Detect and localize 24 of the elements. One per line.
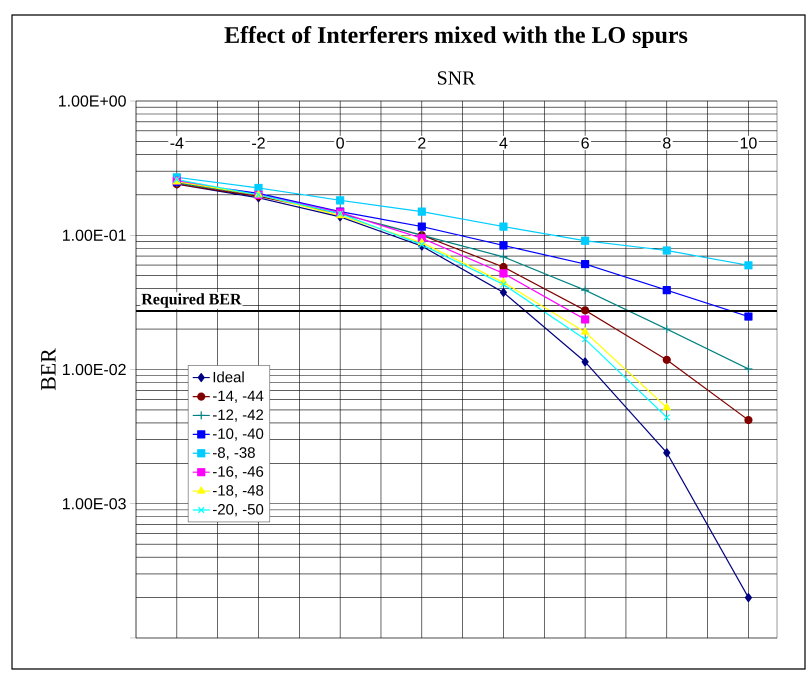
legend-label: -12, -42 [212,409,264,422]
ref-line-label: Required BER [142,293,242,308]
legend-label: -16, -46 [212,466,264,479]
y-tick-label: 1.00E-02 [63,364,126,376]
chart-title: Effect of Interferers mixed with the LO spurs [224,26,688,48]
x-tick-label: 2 [418,137,426,149]
x-tick-label: 8 [663,137,671,149]
legend-label: -20, -50 [212,504,264,516]
x-tick-label: 6 [582,137,589,149]
legend-label: -10, -40 [212,428,264,441]
y-tick-label: 1.00E-03 [63,498,126,510]
x-tick-label: 4 [499,138,508,148]
y-axis-title: BER [41,348,56,390]
legend-label: -8, -38 [212,447,255,460]
legend-label: Ideal [214,371,244,382]
y-tick-label: 1.00E+00 [59,95,126,107]
x-axis-title: SNR [438,71,476,85]
x-tick-label: 10 [740,137,757,149]
x-tick-label: -4 [170,138,184,148]
x-tick-label: -2 [252,137,265,149]
legend-label: -18, -48 [212,485,264,498]
legend-label: -14, -44 [212,390,264,403]
y-tick-label: 1.00E-01 [63,230,126,241]
x-tick-label: 0 [336,137,344,149]
